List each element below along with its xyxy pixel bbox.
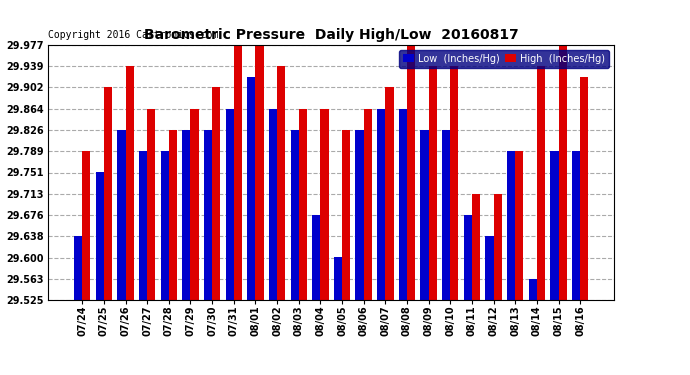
Bar bbox=[485, 236, 493, 300]
Bar bbox=[580, 77, 589, 300]
Bar bbox=[126, 66, 134, 300]
Bar bbox=[364, 109, 372, 300]
Bar bbox=[551, 151, 558, 300]
Bar bbox=[147, 109, 155, 300]
Bar bbox=[269, 109, 277, 300]
Legend: Low  (Inches/Hg), High  (Inches/Hg): Low (Inches/Hg), High (Inches/Hg) bbox=[399, 50, 609, 68]
Bar bbox=[407, 45, 415, 300]
Bar bbox=[169, 130, 177, 300]
Bar bbox=[290, 130, 299, 300]
Bar bbox=[226, 109, 234, 300]
Bar bbox=[161, 151, 169, 300]
Bar bbox=[472, 194, 480, 300]
Bar bbox=[529, 279, 537, 300]
Bar bbox=[399, 109, 407, 300]
Bar bbox=[385, 87, 393, 300]
Bar bbox=[277, 66, 285, 300]
Bar bbox=[442, 130, 451, 300]
Bar bbox=[377, 109, 385, 300]
Text: Copyright 2016 Cartronics.com: Copyright 2016 Cartronics.com bbox=[48, 30, 219, 40]
Bar bbox=[139, 151, 147, 300]
Bar bbox=[464, 215, 472, 300]
Bar bbox=[420, 130, 428, 300]
Bar bbox=[493, 194, 502, 300]
Bar bbox=[312, 215, 320, 300]
Bar bbox=[558, 45, 566, 300]
Bar bbox=[537, 66, 545, 300]
Bar bbox=[572, 151, 580, 300]
Bar bbox=[117, 130, 126, 300]
Bar bbox=[515, 151, 524, 300]
Bar bbox=[320, 109, 328, 300]
Bar bbox=[182, 130, 190, 300]
Bar bbox=[355, 130, 364, 300]
Bar bbox=[255, 45, 264, 300]
Bar bbox=[299, 109, 307, 300]
Bar bbox=[342, 130, 351, 300]
Bar bbox=[96, 172, 104, 300]
Bar bbox=[104, 87, 112, 300]
Bar bbox=[247, 77, 255, 300]
Bar bbox=[451, 66, 458, 300]
Bar bbox=[212, 87, 220, 300]
Bar bbox=[334, 257, 342, 300]
Bar bbox=[82, 151, 90, 300]
Title: Barometric Pressure  Daily High/Low  20160817: Barometric Pressure Daily High/Low 20160… bbox=[144, 28, 519, 42]
Bar bbox=[234, 45, 242, 300]
Bar bbox=[204, 130, 212, 300]
Bar bbox=[507, 151, 515, 300]
Bar bbox=[190, 109, 199, 300]
Bar bbox=[74, 236, 82, 300]
Bar bbox=[428, 66, 437, 300]
